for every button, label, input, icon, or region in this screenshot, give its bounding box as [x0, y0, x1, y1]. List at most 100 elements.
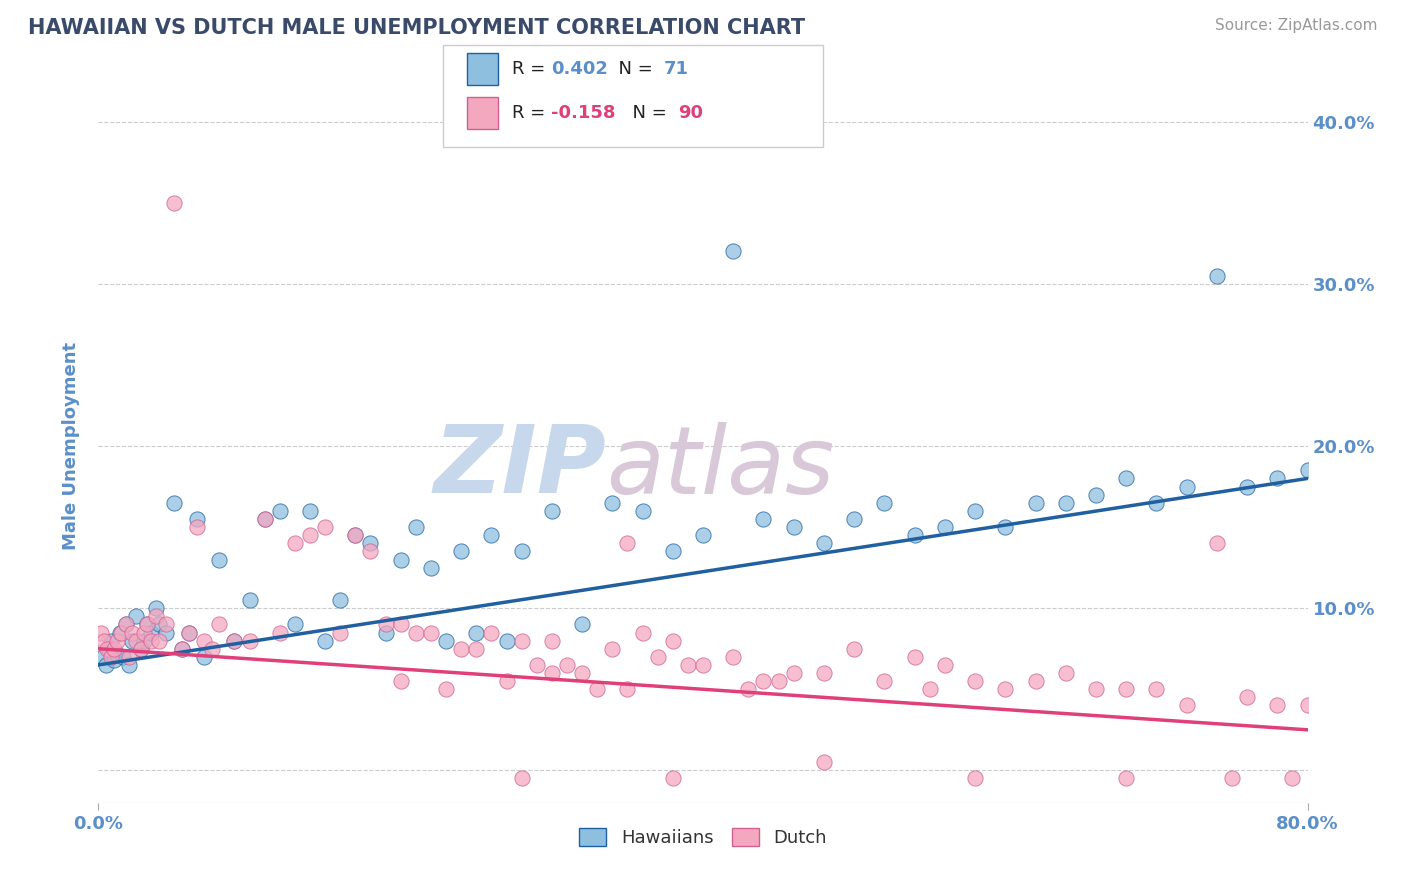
Text: HAWAIIAN VS DUTCH MALE UNEMPLOYMENT CORRELATION CHART: HAWAIIAN VS DUTCH MALE UNEMPLOYMENT CORR… [28, 18, 806, 37]
Point [1236, 479, 1258, 493]
Point [105, 647, 128, 661]
Point [1175, 479, 1198, 493]
Point [299, 504, 322, 518]
Text: R =: R = [512, 60, 551, 78]
Point [179, 625, 201, 640]
Point [110, 625, 132, 640]
Point [692, 657, 714, 672]
Point [844, 641, 866, 656]
Point [155, 625, 177, 640]
Point [132, 625, 155, 640]
Point [1175, 698, 1198, 713]
Point [111, 649, 134, 664]
Point [934, 520, 956, 534]
Point [1146, 496, 1168, 510]
Point [193, 633, 215, 648]
Point [918, 682, 941, 697]
Point [121, 633, 143, 648]
Point [813, 666, 835, 681]
Point [1054, 666, 1077, 681]
Point [783, 666, 806, 681]
Point [1054, 496, 1077, 510]
Legend: Hawaiians, Dutch: Hawaiians, Dutch [572, 821, 834, 855]
Text: Source: ZipAtlas.com: Source: ZipAtlas.com [1215, 18, 1378, 33]
Point [314, 520, 336, 534]
Point [121, 625, 143, 640]
Point [965, 772, 987, 786]
Point [1296, 698, 1319, 713]
Point [405, 625, 427, 640]
Point [91, 649, 114, 664]
Point [108, 625, 131, 640]
Point [1146, 682, 1168, 697]
Point [208, 617, 231, 632]
Point [616, 682, 638, 697]
Point [1085, 488, 1108, 502]
Point [103, 653, 125, 667]
Point [1220, 772, 1243, 786]
Point [540, 666, 562, 681]
Point [103, 641, 125, 656]
Point [208, 552, 231, 566]
Point [163, 195, 186, 210]
Point [434, 682, 457, 697]
Point [631, 504, 654, 518]
Point [329, 593, 352, 607]
Point [450, 641, 472, 656]
Point [148, 633, 170, 648]
Text: N =: N = [621, 104, 673, 122]
Point [405, 520, 427, 534]
Point [155, 617, 177, 632]
Point [1115, 772, 1137, 786]
Point [170, 641, 193, 656]
Point [125, 633, 148, 648]
Point [873, 496, 896, 510]
Point [93, 633, 115, 648]
Point [434, 633, 457, 648]
Point [141, 625, 163, 640]
Point [96, 641, 118, 656]
Point [495, 633, 517, 648]
Point [481, 625, 503, 640]
Point [224, 633, 246, 648]
Point [105, 633, 128, 648]
Point [145, 609, 167, 624]
Text: atlas: atlas [606, 422, 835, 513]
Point [1024, 496, 1046, 510]
Point [129, 641, 152, 656]
Point [661, 633, 683, 648]
Point [752, 512, 775, 526]
Point [783, 520, 806, 534]
Point [1206, 536, 1229, 550]
Point [148, 617, 170, 632]
Point [129, 641, 152, 656]
Point [314, 633, 336, 648]
Point [661, 544, 683, 558]
Point [114, 617, 136, 632]
Text: 71: 71 [664, 60, 689, 78]
Point [555, 657, 578, 672]
Point [141, 633, 163, 648]
Point [1296, 463, 1319, 477]
Point [1267, 698, 1289, 713]
Point [135, 617, 157, 632]
Point [344, 528, 367, 542]
Point [1267, 471, 1289, 485]
Point [723, 649, 745, 664]
Point [481, 528, 503, 542]
Point [873, 674, 896, 689]
Point [224, 633, 246, 648]
Point [904, 649, 927, 664]
Point [135, 617, 157, 632]
Point [125, 609, 148, 624]
Point [934, 657, 956, 672]
Point [193, 649, 215, 664]
Point [510, 633, 533, 648]
Point [540, 504, 562, 518]
Text: 0.402: 0.402 [551, 60, 607, 78]
Point [420, 625, 443, 640]
Point [269, 504, 291, 518]
Point [723, 244, 745, 259]
Point [90, 625, 112, 640]
Point [813, 756, 835, 770]
